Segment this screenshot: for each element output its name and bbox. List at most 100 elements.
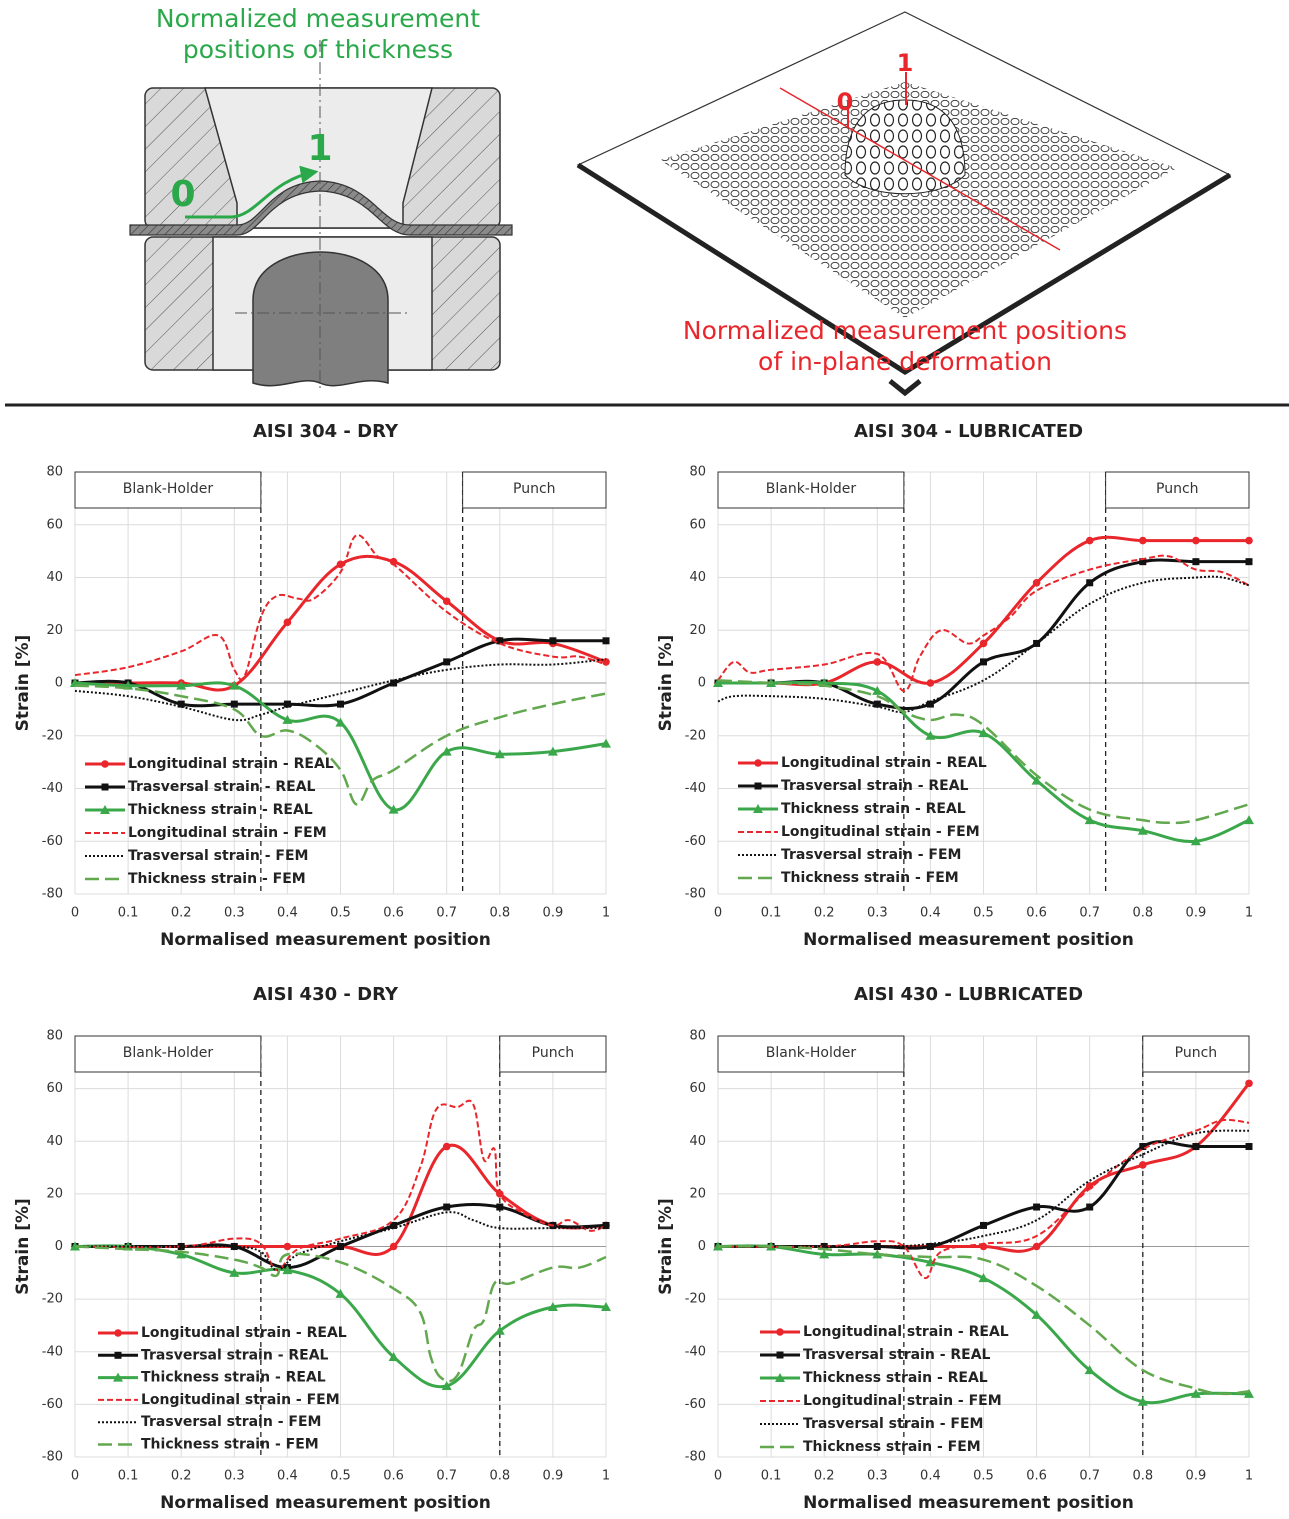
y-tick-label: 80: [46, 465, 63, 480]
legend-marker: [754, 759, 762, 767]
x-tick-label: 0.8: [489, 906, 510, 921]
marker: [337, 1243, 344, 1250]
legend-label: Thickness strain - REAL: [141, 1370, 326, 1386]
marker: [1192, 537, 1200, 545]
diagram-title: of in-plane deformation: [758, 347, 1052, 376]
y-tick-label: 0: [55, 676, 63, 691]
legend-label: Trasversal strain - REAL: [781, 778, 969, 794]
legend-label: Trasversal strain - FEM: [781, 847, 961, 863]
y-tick-label: 40: [46, 570, 63, 585]
legend-label: Thickness strain - FEM: [781, 870, 959, 886]
x-tick-label: 0.2: [814, 1469, 835, 1484]
x-tick-label: 0.6: [383, 906, 404, 921]
marker: [1033, 1243, 1041, 1251]
chart-title: AISI 430 - LUBRICATED: [854, 984, 1083, 1005]
y-tick-label: 40: [46, 1134, 63, 1149]
marker: [603, 637, 610, 644]
y-tick-label: -40: [685, 1344, 706, 1359]
x-tick-label: 0.1: [118, 906, 139, 921]
y-tick-label: 20: [46, 623, 63, 638]
end-label: 1: [897, 49, 914, 77]
marker: [874, 658, 882, 666]
legend-label: Longitudinal strain - FEM: [781, 824, 980, 840]
marker: [496, 637, 503, 644]
x-tick-label: 0.3: [224, 906, 245, 921]
legend-label: Thickness strain - REAL: [781, 801, 966, 817]
legend-label: Thickness strain - FEM: [803, 1439, 981, 1455]
marker: [549, 637, 556, 644]
start-label: 0: [837, 88, 854, 116]
x-tick-label: 0.4: [920, 906, 941, 921]
y-tick-label: -60: [685, 1397, 706, 1412]
legend-marker: [777, 1352, 784, 1359]
x-tick-label: 0.5: [973, 1469, 994, 1484]
y-tick-label: -40: [42, 1344, 63, 1359]
y-tick-label: -60: [685, 834, 706, 849]
marker: [337, 701, 344, 708]
legend-label: Thickness strain - REAL: [803, 1370, 988, 1386]
y-tick-label: -80: [685, 1450, 706, 1465]
y-tick-label: -60: [42, 834, 63, 849]
marker: [1192, 1143, 1199, 1150]
y-tick-label: 20: [689, 623, 706, 638]
legend-label: Longitudinal strain - REAL: [803, 1324, 1009, 1340]
x-tick-label: 1: [1245, 906, 1253, 921]
x-tick-label: 0: [714, 1469, 722, 1484]
legend-label: Trasversal strain - FEM: [803, 1416, 983, 1432]
marker: [1033, 579, 1041, 587]
x-tick-label: 1: [602, 1469, 610, 1484]
y-tick-label: 20: [46, 1186, 63, 1201]
marker: [337, 561, 345, 569]
marker: [284, 1243, 292, 1251]
y-tick-label: -20: [42, 728, 63, 743]
x-axis-label: Normalised measurement position: [160, 930, 491, 950]
chart: AISI 304 - DRY Normalised measurement pos…: [13, 421, 611, 950]
y-axis-label: Strain [%]: [656, 635, 676, 732]
marker: [1246, 1143, 1253, 1150]
marker: [1033, 640, 1040, 647]
region-label: Punch: [1156, 481, 1199, 497]
marker: [390, 1243, 398, 1251]
chart-title: AISI 304 - DRY: [253, 421, 399, 442]
x-tick-label: 0.9: [1186, 1469, 1207, 1484]
y-tick-label: -20: [685, 1292, 706, 1307]
y-axis-label: Strain [%]: [13, 635, 33, 732]
chart: AISI 304 - LUBRICATEDNormalised measurem…: [656, 421, 1254, 950]
y-tick-label: 0: [698, 676, 706, 691]
x-tick-label: 0.6: [1026, 906, 1047, 921]
chevron: [890, 381, 920, 393]
marker: [1139, 1161, 1147, 1169]
figure: Normalized measurement positions of thic…: [0, 0, 1289, 1515]
x-axis-label: Normalised measurement position: [803, 930, 1134, 950]
marker: [284, 619, 292, 627]
x-tick-label: 0.3: [867, 1469, 888, 1484]
x-tick-label: 0.4: [920, 1469, 941, 1484]
marker: [1086, 537, 1094, 545]
x-tick-label: 0.5: [973, 906, 994, 921]
x-tick-label: 0.5: [330, 906, 351, 921]
region-label: Blank-Holder: [123, 1045, 214, 1061]
x-tick-label: 0.7: [436, 1469, 457, 1484]
x-tick-label: 0.9: [1186, 906, 1207, 921]
x-tick-label: 0.7: [436, 906, 457, 921]
x-tick-label: 0: [71, 1469, 79, 1484]
x-tick-label: 0.8: [489, 1469, 510, 1484]
legend-marker: [114, 1329, 122, 1337]
y-tick-label: -20: [42, 1292, 63, 1307]
region-label: Blank-Holder: [123, 481, 214, 497]
start-label: 0: [170, 174, 195, 215]
diagram-title: Normalized measurement positions: [683, 316, 1127, 345]
y-tick-label: -80: [42, 1450, 63, 1465]
x-tick-label: 0.5: [330, 1469, 351, 1484]
marker: [602, 658, 610, 666]
x-tick-label: 0.3: [224, 1469, 245, 1484]
y-tick-label: 60: [46, 1081, 63, 1096]
y-tick-label: -80: [42, 887, 63, 902]
marker: [443, 658, 450, 665]
end-label: 1: [307, 128, 332, 169]
y-tick-label: -60: [42, 1397, 63, 1412]
marker: [980, 1222, 987, 1229]
legend-marker: [755, 783, 762, 790]
chart-title: AISI 430 - DRY: [253, 984, 399, 1005]
marker: [1244, 815, 1254, 824]
